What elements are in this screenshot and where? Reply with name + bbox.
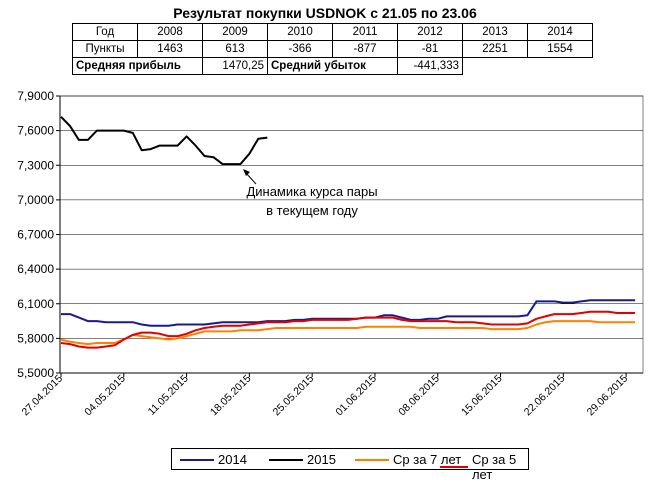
annotation-arrowhead bbox=[243, 169, 250, 176]
legend-swatch bbox=[269, 458, 303, 461]
year-cell: 2012 bbox=[397, 23, 463, 41]
avg-profit-label: Средняя прибыль bbox=[72, 57, 203, 75]
y-tick-label: 7,6000 bbox=[17, 124, 54, 138]
x-tick-label: 04.05.2015 bbox=[82, 373, 128, 419]
legend-item: Ср за 5 лет bbox=[440, 452, 528, 482]
series-line-2015 bbox=[60, 116, 268, 166]
legend-label: 2015 bbox=[307, 452, 336, 467]
x-tick-label: 08.06.2015 bbox=[396, 373, 442, 419]
x-tick-label: 29.06.2015 bbox=[585, 373, 631, 419]
avg-profit-value: 1470,25 bbox=[202, 57, 268, 75]
year-cell: 2014 bbox=[527, 23, 593, 41]
y-tick-label: 7,3000 bbox=[17, 158, 54, 172]
y-tick-label: 7,9000 bbox=[17, 89, 54, 103]
x-tick-label: 25.05.2015 bbox=[271, 373, 317, 419]
legend-swatch bbox=[355, 458, 389, 461]
points-cell: 2251 bbox=[462, 40, 528, 58]
x-tick-label: 01.06.2015 bbox=[333, 373, 379, 419]
legend-item: Ср за 7 лет bbox=[355, 452, 461, 467]
series-line-2014 bbox=[61, 299, 636, 327]
stats-table: Год 2008 2009 2010 2011 2012 2013 2014 П… bbox=[72, 23, 593, 75]
annotation-line-1: Динамика курса пары bbox=[246, 184, 377, 199]
year-cell: 2008 bbox=[137, 23, 203, 41]
series-line-Ср за 7 лет bbox=[60, 320, 636, 346]
chart-title: Результат покупки USDNOK с 21.05 по 23.0… bbox=[173, 5, 477, 21]
x-tick-label: 11.05.2015 bbox=[146, 373, 191, 418]
x-tick-label: 15.06.2015 bbox=[459, 373, 505, 419]
table-row: Год 2008 2009 2010 2011 2012 2013 2014 bbox=[72, 23, 593, 41]
y-tick-label: 6,1000 bbox=[17, 297, 54, 311]
table-row: Средняя прибыль 1470,25 Средний убыток -… bbox=[72, 57, 593, 75]
legend-item: 2015 bbox=[269, 452, 336, 467]
row-label: Пункты bbox=[72, 40, 138, 58]
legend-label: Ср за 7 лет bbox=[393, 452, 462, 467]
legend-label: 2014 bbox=[218, 452, 247, 467]
legend-swatch bbox=[440, 466, 468, 468]
y-tick-label: 5,8000 bbox=[17, 331, 54, 345]
legend-item: 2014 bbox=[180, 452, 247, 467]
y-tick-label: 6,4000 bbox=[17, 262, 54, 276]
y-tick-label: 7,0000 bbox=[17, 193, 54, 207]
x-tick-label: 18.05.2015 bbox=[208, 373, 254, 419]
avg-loss-label: Средний убыток bbox=[267, 57, 398, 75]
legend-label: Ср за 5 лет bbox=[471, 452, 517, 482]
legend-swatch bbox=[180, 458, 214, 461]
legend: 2014 2015 Ср за 7 лет Ср за 5 лет bbox=[171, 448, 529, 482]
table-row: Пункты 1463 613 -366 -877 -81 2251 1554 bbox=[72, 40, 593, 58]
annotation-line-2: в текущем году bbox=[266, 203, 358, 218]
avg-loss-value: -441,333 bbox=[397, 57, 463, 75]
y-tick-label: 5,5000 bbox=[17, 366, 54, 380]
empty-cell bbox=[462, 57, 593, 75]
x-tick-label: 22.06.2015 bbox=[522, 373, 568, 419]
y-tick-label: 6,7000 bbox=[17, 228, 54, 242]
series-line-Ср за 5 лет bbox=[60, 310, 636, 349]
